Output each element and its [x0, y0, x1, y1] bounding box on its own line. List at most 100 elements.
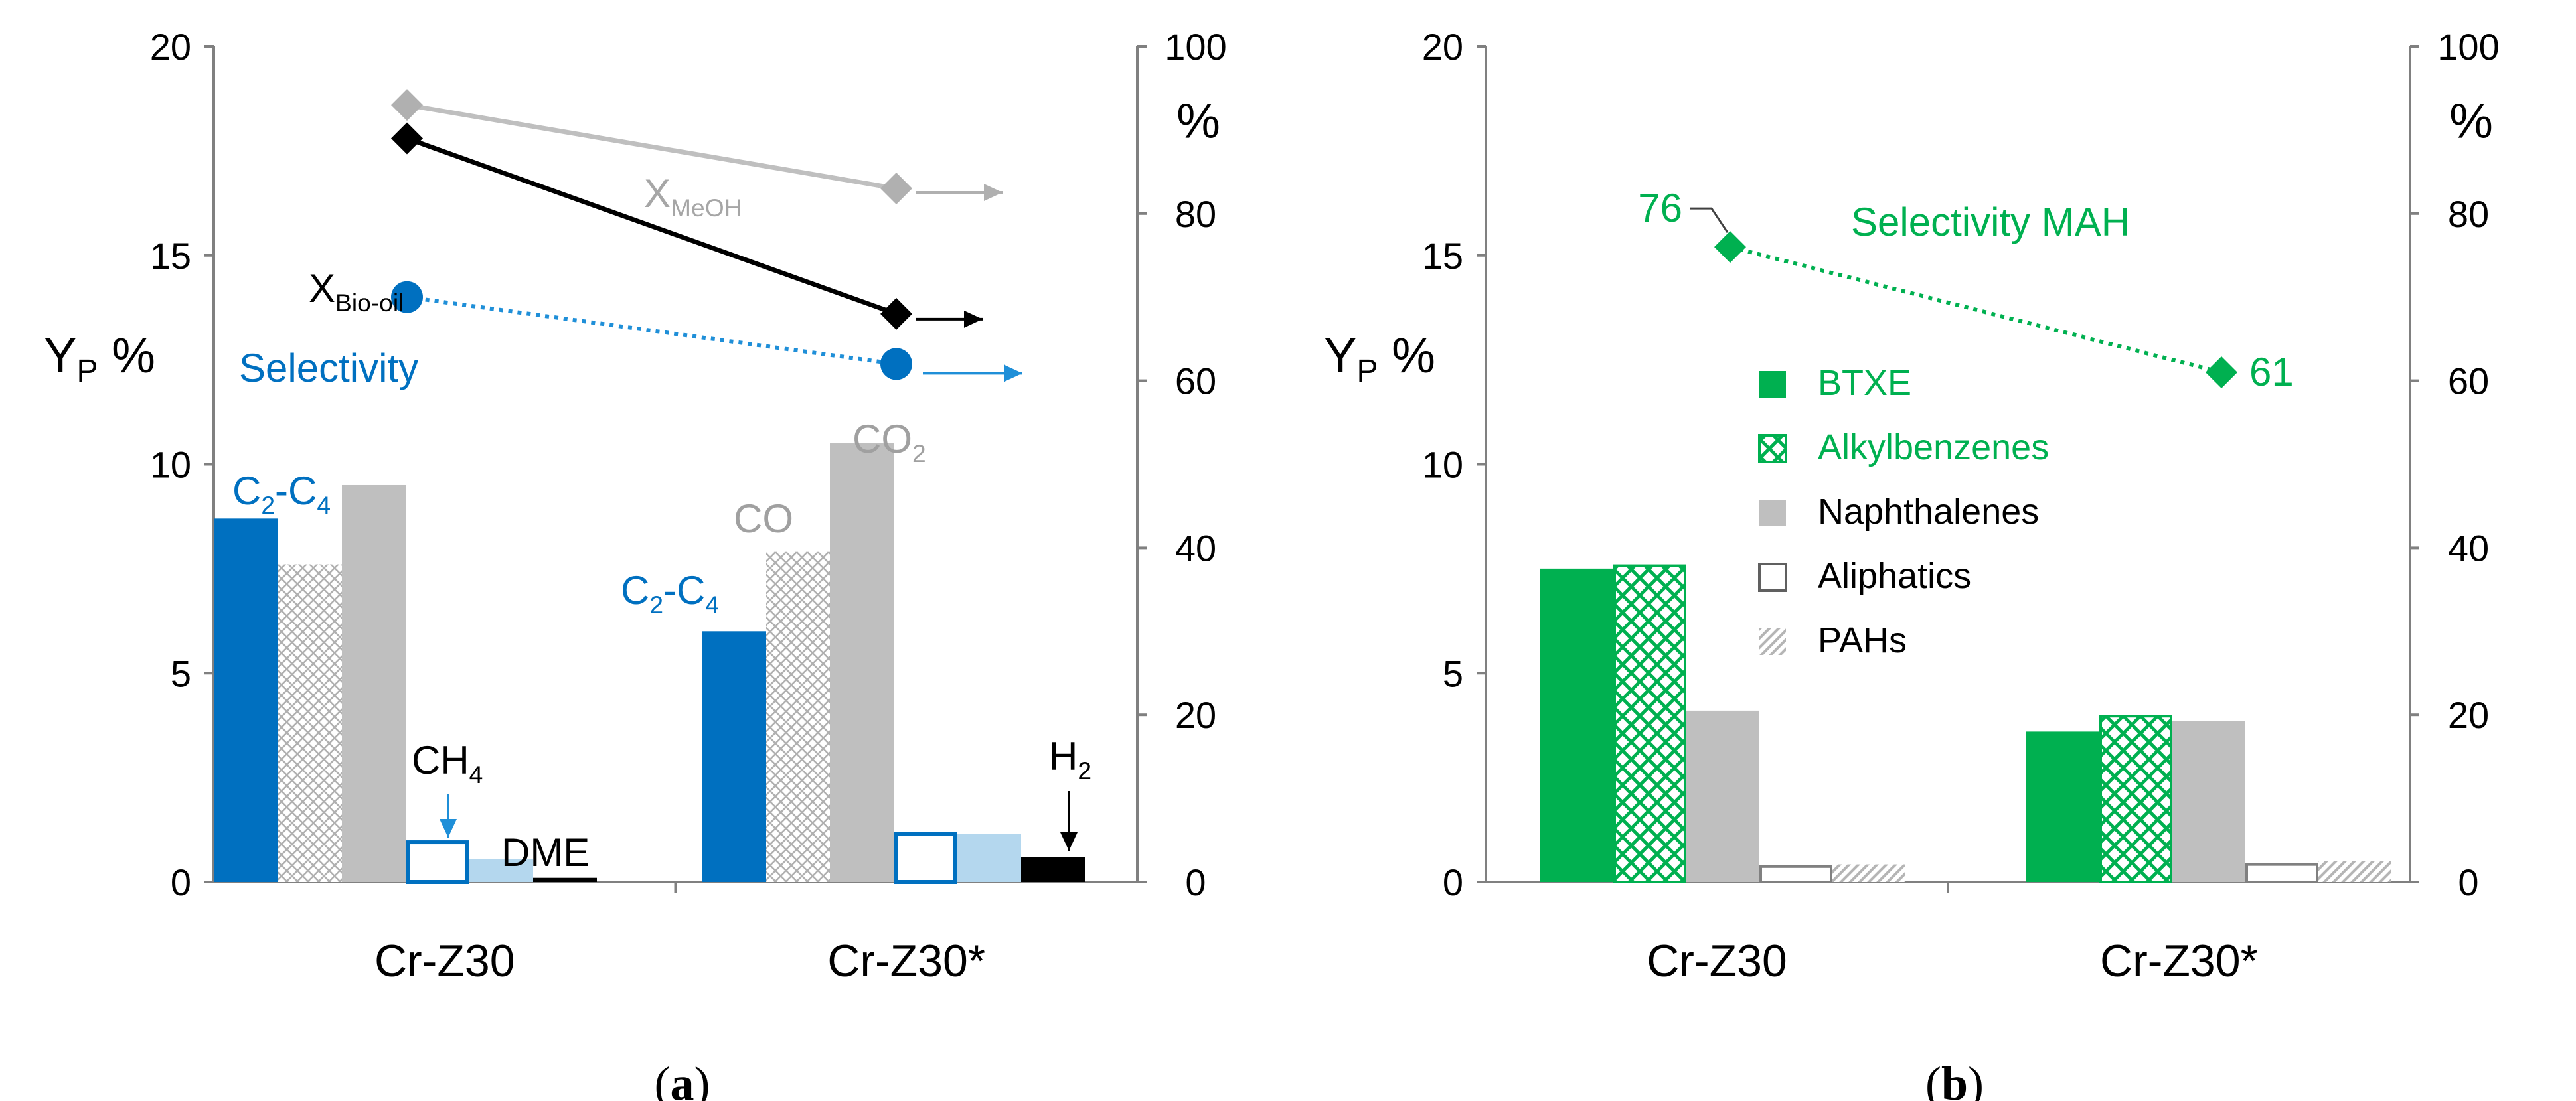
h2-pointer-arrow [1060, 791, 1078, 851]
c2c4-bar [214, 518, 278, 882]
y-tick-label: 15 [150, 235, 191, 277]
dme-bar [957, 834, 1021, 882]
co-label: CO [734, 496, 793, 541]
co2-bar [342, 484, 406, 882]
alkylbenzenes-bar [2099, 715, 2172, 883]
y2-tick-label: 100 [1165, 26, 1226, 68]
y2-tick-label: 80 [1175, 193, 1216, 235]
dme-bar [469, 859, 533, 882]
category-label: Cr-Z30 [374, 936, 515, 986]
c2c4-label-cr-z30-star: C2-C4 [621, 568, 719, 619]
y-tick-label: 10 [1422, 444, 1463, 486]
xbio-series-line [406, 136, 898, 317]
selectivity-label: Selectivity [239, 346, 418, 390]
xbio-right-axis-arrow-head [964, 310, 983, 328]
dme-label: DME [501, 830, 590, 875]
ch4-pointer-arrow-head [440, 819, 457, 838]
ch4-bar [406, 840, 469, 885]
y2-tick-label: 40 [1175, 527, 1216, 569]
panel-b: 0 5 10 15 20 0 20 40 60 80 100% YP % Cr-Z30 Cr-Z30* (b… [1324, 26, 2500, 1101]
ch4-label: CH4 [412, 738, 483, 788]
selectivity-mah-point [2206, 356, 2237, 389]
category-label: Cr-Z30* [2100, 936, 2258, 986]
xbio-label: XBio-oil [309, 266, 404, 317]
category-label: Cr-Z30 [1647, 936, 1787, 986]
legend-naphthalenes-swatch [1759, 500, 1786, 526]
h2-pointer-arrow-head [1060, 832, 1078, 851]
legend-pahs-swatch [1759, 628, 1786, 655]
xmeoh-right-axis-arrow-head [984, 184, 1003, 202]
legend-pahs-label: PAHs [1818, 621, 1907, 660]
y2-tick-label: 60 [2448, 360, 2489, 402]
selectivity-right-axis-arrow [923, 364, 1022, 382]
xmeoh-series-line [406, 102, 897, 191]
xbio-right-axis-arrow [916, 310, 983, 328]
ch4-bar [894, 832, 957, 884]
selectivity-mah-series-line [1730, 245, 2222, 374]
co2-bar [830, 443, 894, 882]
legend-btxe-swatch [1759, 371, 1786, 398]
h2-bar [1021, 857, 1085, 882]
btxe-bar [2026, 731, 2099, 882]
category-label: Cr-Z30* [827, 936, 985, 986]
xmeoh-right-axis-arrow [916, 184, 1003, 202]
y2-tick-label: 0 [1185, 861, 1206, 903]
naphthalenes-bar [2172, 721, 2245, 882]
legend-btxe-label: BTXE [1818, 363, 1911, 403]
co-bar [278, 564, 342, 882]
aliphatics-bar [2245, 863, 2318, 883]
y-tick-label: 20 [1422, 26, 1463, 68]
y2-tick-label: 100 [2437, 26, 2499, 68]
panel-label: (b) [1925, 1057, 1984, 1101]
y2-tick-label: 0 [2458, 861, 2478, 903]
aliphatics-bar [1759, 865, 1832, 883]
selectivity-point [880, 348, 912, 380]
y-axis-label: YP % [1324, 328, 1435, 389]
pahs-bar [2318, 861, 2391, 882]
xmeoh-point [880, 173, 912, 205]
panel-a: 0 5 10 15 20 0 20 40 60 80 100% YP % Cr-Z30 Cr-Z30* (a… [44, 26, 1227, 1101]
ch4-pointer-arrow [440, 794, 457, 838]
xbio-point [880, 297, 912, 330]
panel-label: (a) [655, 1057, 710, 1101]
y2-tick-label: 40 [2448, 527, 2489, 569]
y2-axis-label: % [1176, 93, 1220, 148]
y2-tick-label: 60 [1175, 360, 1216, 402]
xmeoh-label: XMeOH [644, 171, 742, 222]
btxe-bar [1540, 568, 1613, 882]
mah-label-leader [1690, 207, 1729, 233]
xbio-point [391, 122, 423, 155]
y-tick-label: 15 [1422, 235, 1463, 277]
co-bar [766, 551, 830, 882]
pahs-bar [1832, 864, 1905, 882]
y2-tick-label: 80 [2448, 193, 2489, 235]
y-tick-label: 5 [171, 652, 191, 694]
selectivity-point [391, 281, 423, 313]
y-tick-label: 5 [1443, 652, 1463, 694]
legend-aliphatics-swatch [1758, 563, 1787, 592]
selectivity-right-axis-arrow-head [1004, 364, 1022, 382]
xmeoh-point [391, 89, 423, 121]
legend-naphthalenes-label: Naphthalenes [1818, 492, 2039, 532]
y-tick-label: 0 [171, 861, 191, 903]
selectivity-series-line [406, 295, 897, 366]
y-tick-label: 0 [1443, 861, 1463, 903]
legend-alkylbenzenes-label: Alkylbenzenes [1818, 427, 2049, 467]
y2-tick-label: 20 [1175, 694, 1216, 736]
y-tick-label: 20 [150, 26, 191, 68]
legend-alkylbenzenes-swatch [1758, 434, 1787, 463]
naphthalenes-bar [1686, 710, 1759, 882]
legend-aliphatics-label: Aliphatics [1818, 556, 1971, 596]
h2-label: H2 [1049, 734, 1091, 784]
alkylbenzenes-bar [1613, 564, 1686, 884]
mah-data-label: 61 [2249, 350, 2294, 394]
y-tick-label: 10 [150, 444, 191, 486]
mah-data-label: 76 [1638, 186, 1682, 230]
y-axis-label: YP % [44, 328, 155, 389]
h2-bar [533, 877, 597, 882]
y2-tick-label: 20 [2448, 694, 2489, 736]
c2c4-label-cr-z30: C2-C4 [232, 469, 331, 519]
c2c4-bar [702, 631, 766, 882]
selectivity-mah-label: Selectivity MAH [1851, 200, 2130, 244]
